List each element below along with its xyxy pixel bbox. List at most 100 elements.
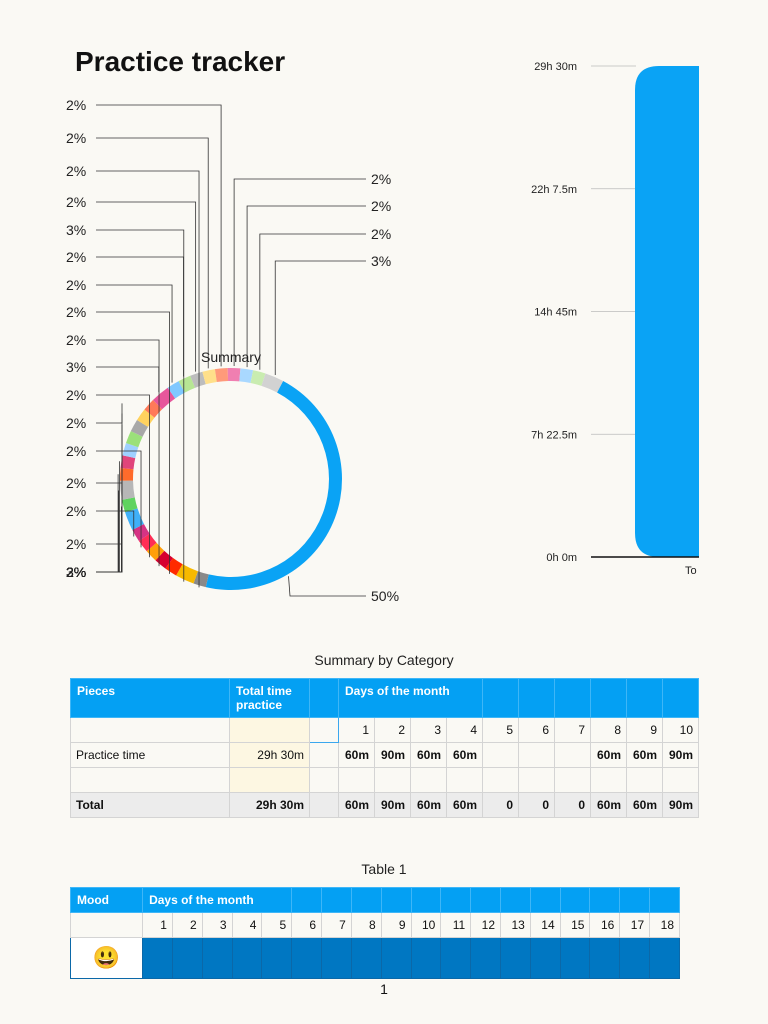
- donut-slice-label: 2%: [66, 536, 86, 552]
- mood-day-cell[interactable]: [171, 937, 203, 979]
- mood-day-cell[interactable]: [142, 937, 173, 979]
- day-cell[interactable]: [410, 767, 447, 793]
- donut-slice: [193, 571, 209, 588]
- donut-slice: [138, 533, 157, 552]
- donut-leader-line: [96, 256, 184, 377]
- day-cell[interactable]: 60m: [446, 792, 483, 818]
- header-total-time: Total time practice: [229, 678, 310, 718]
- bar-tick-label: 0h 0m: [546, 552, 577, 564]
- donut-slice-label: 2%: [66, 503, 86, 519]
- day-number: 5: [482, 717, 519, 743]
- row-total[interactable]: 29h 30m: [229, 742, 310, 768]
- day-number: 16: [589, 912, 621, 938]
- day-cell[interactable]: 60m: [626, 792, 663, 818]
- mood-day-cell[interactable]: [291, 937, 323, 979]
- donut-leader-line: [96, 137, 209, 369]
- mood-day-cell[interactable]: [619, 937, 651, 979]
- mood-day-cell[interactable]: [261, 937, 293, 979]
- donut-slice-label: 2%: [66, 163, 86, 179]
- day-number: 12: [470, 912, 501, 938]
- day-cell[interactable]: [554, 742, 591, 768]
- day-number: 9: [626, 717, 663, 743]
- day-number: 10: [410, 912, 442, 938]
- day-number: 2: [171, 912, 203, 938]
- donut-slice-label: 2%: [66, 564, 86, 580]
- mood-day-cell[interactable]: [589, 937, 621, 979]
- donut-slice-label: 2%: [66, 475, 86, 491]
- mood-day-cell[interactable]: [559, 937, 591, 979]
- day-cell[interactable]: 90m: [374, 742, 411, 768]
- day-cell[interactable]: 90m: [662, 742, 699, 768]
- donut-slice: [144, 400, 163, 418]
- day-cell[interactable]: [518, 767, 555, 793]
- day-cell[interactable]: 90m: [374, 792, 411, 818]
- day-cell[interactable]: [626, 767, 663, 793]
- day-cell[interactable]: 0: [554, 792, 591, 818]
- donut-slice: [121, 497, 138, 513]
- row-label[interactable]: Practice time: [70, 742, 230, 768]
- donut-slice-label: 2%: [66, 277, 86, 293]
- donut-leader-line: [96, 490, 119, 573]
- bar-tick-label: 29h 30m: [534, 61, 577, 73]
- donut-slice-label: 3%: [66, 222, 86, 238]
- mood-day-cell[interactable]: [380, 937, 412, 979]
- bar-tick-label: 22h 7.5m: [531, 184, 577, 196]
- mood-day-cell[interactable]: [410, 937, 442, 979]
- day-cell[interactable]: [662, 767, 699, 793]
- mood-day-cell[interactable]: [470, 937, 501, 979]
- day-cell[interactable]: 60m: [590, 792, 627, 818]
- donut-slice: [122, 443, 139, 459]
- donut-slice-label: 2%: [371, 171, 391, 187]
- donut-slice-label: 2%: [66, 443, 86, 459]
- donut-slice-label: 2%: [66, 304, 86, 320]
- day-cell[interactable]: 60m: [590, 742, 627, 768]
- day-cell[interactable]: 60m: [338, 792, 375, 818]
- header-pieces: Pieces: [70, 678, 230, 718]
- mood-day-cell[interactable]: [529, 937, 561, 979]
- donut-slice-label: 2%: [66, 564, 86, 580]
- day-number: 4: [231, 912, 263, 938]
- day-cell[interactable]: [482, 767, 519, 793]
- mood-day-cell[interactable]: [350, 937, 382, 979]
- day-cell[interactable]: [446, 767, 483, 793]
- day-number: 9: [380, 912, 412, 938]
- donut-leader-line: [259, 233, 366, 370]
- day-number: 6: [291, 912, 323, 938]
- day-cell[interactable]: 0: [518, 792, 555, 818]
- page-title: Practice tracker: [75, 46, 286, 77]
- mood-day-cell[interactable]: [500, 937, 531, 979]
- mood-day-cell[interactable]: [231, 937, 263, 979]
- donut-slice: [239, 368, 254, 383]
- day-cell[interactable]: 60m: [446, 742, 483, 768]
- day-cell[interactable]: 0: [482, 792, 519, 818]
- summary-table: Pieces Total time practice Days of the m…: [70, 678, 699, 818]
- donut-leader-line: [96, 366, 160, 393]
- donut-slice: [202, 369, 217, 385]
- day-cell[interactable]: 90m: [662, 792, 699, 818]
- mood-day-cell[interactable]: [321, 937, 352, 979]
- page-number: 1: [380, 981, 388, 997]
- donut-leader-line: [96, 461, 120, 573]
- donut-slice-label: 2%: [371, 226, 391, 242]
- day-cell[interactable]: [518, 742, 555, 768]
- day-cell[interactable]: [338, 767, 375, 793]
- donut-slice-label: 2%: [66, 249, 86, 265]
- donut-slice-label: 2%: [66, 194, 86, 210]
- donut-slice: [227, 368, 241, 382]
- mood-emoji[interactable]: 😃: [69, 937, 144, 979]
- day-number: 5: [261, 912, 293, 938]
- day-cell[interactable]: [374, 767, 411, 793]
- mood-day-cell[interactable]: [440, 937, 472, 979]
- mood-day-cell[interactable]: [201, 937, 233, 979]
- day-cell[interactable]: [554, 767, 591, 793]
- donut-leader-line: [233, 178, 366, 367]
- day-cell[interactable]: [482, 742, 519, 768]
- mood-day-cell[interactable]: [649, 937, 680, 979]
- day-cell[interactable]: 60m: [338, 742, 375, 768]
- day-cell[interactable]: [590, 767, 627, 793]
- day-cell[interactable]: 60m: [626, 742, 663, 768]
- day-cell[interactable]: 60m: [410, 792, 447, 818]
- day-cell[interactable]: 60m: [410, 742, 447, 768]
- day-number: 1: [338, 717, 375, 743]
- day-number: 3: [201, 912, 233, 938]
